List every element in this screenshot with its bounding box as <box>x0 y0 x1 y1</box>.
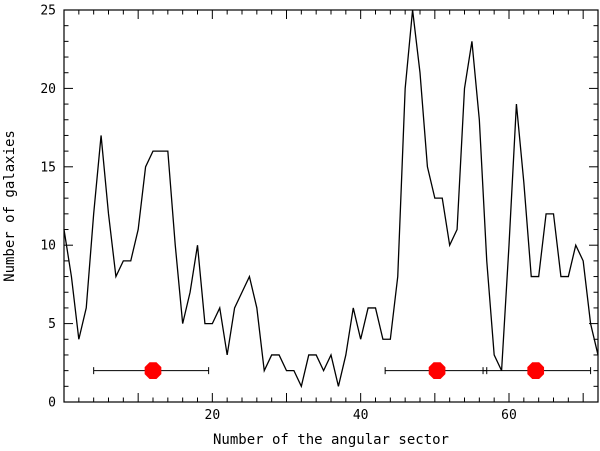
x-tick-label: 60 <box>501 408 517 423</box>
series-group <box>63 9 599 389</box>
axis-ticks <box>63 9 599 403</box>
x-tick-label: 40 <box>353 408 369 423</box>
red-marker-point <box>527 362 545 379</box>
plot-border <box>63 9 599 403</box>
error-bar-marker-1 <box>384 362 488 379</box>
red-marker-point <box>428 362 446 379</box>
error-bar-marker-2 <box>482 362 592 379</box>
y-tick-label: 25 <box>40 4 56 19</box>
x-tick-label: 20 <box>205 408 221 423</box>
y-tick-label: 20 <box>40 82 56 97</box>
error-bar-marker-0 <box>93 362 210 379</box>
y-axis-title: Number of galaxies <box>2 130 18 282</box>
plot-frame <box>63 9 599 403</box>
markers-group <box>93 362 592 379</box>
y-tick-label: 5 <box>48 317 56 332</box>
y-tick-label: 0 <box>48 396 56 411</box>
y-tick-label: 15 <box>40 160 56 175</box>
x-axis-title: Number of the angular sector <box>213 432 449 448</box>
y-tick-label: 10 <box>40 239 56 254</box>
red-marker-point <box>144 362 162 379</box>
tick-labels: 20 40 60 0 5 10 15 20 25 <box>40 4 516 424</box>
series-line-0 <box>63 9 599 389</box>
